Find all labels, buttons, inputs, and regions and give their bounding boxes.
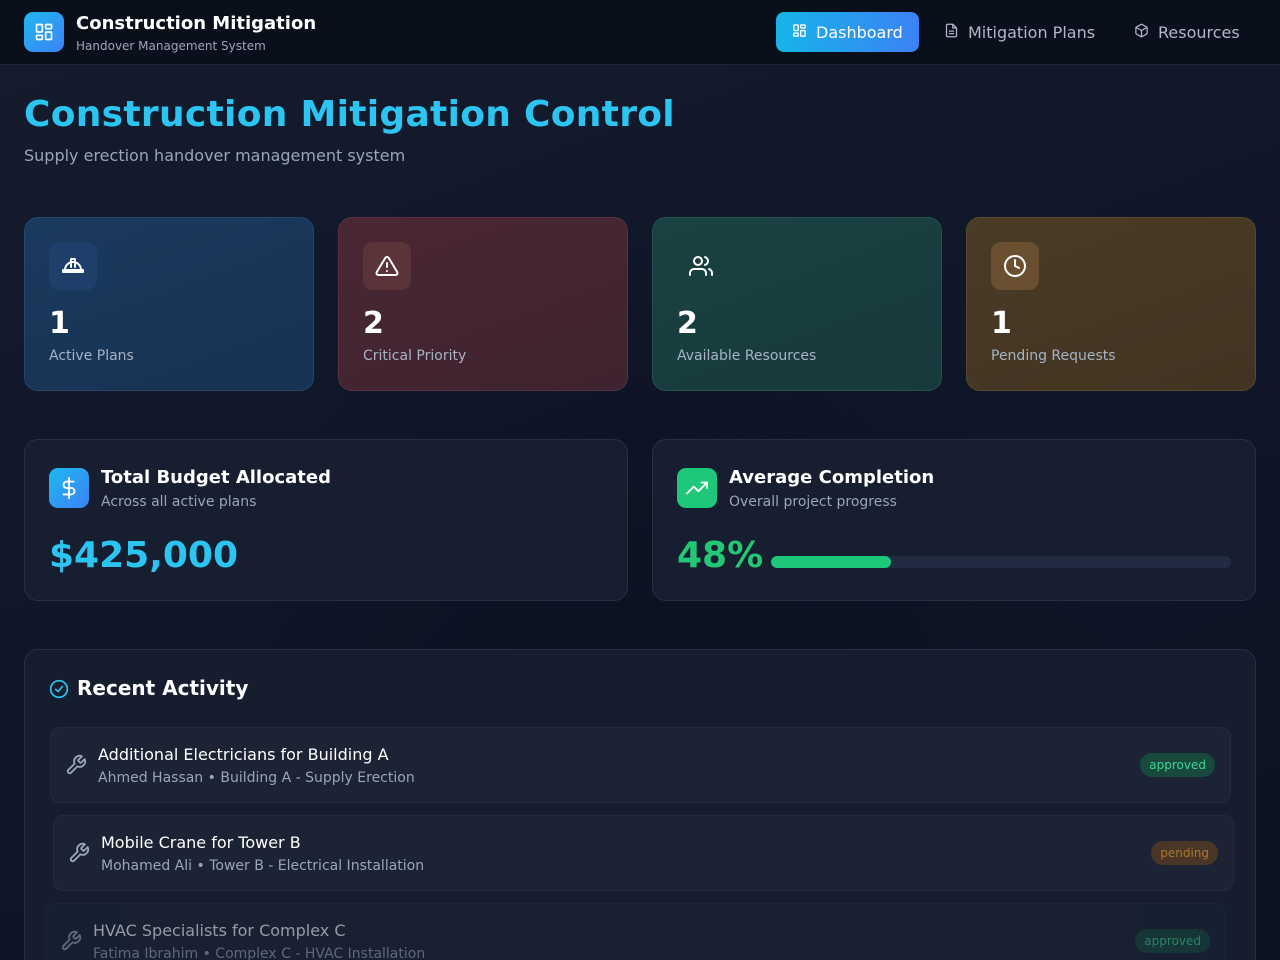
hardhat-icon — [49, 242, 97, 290]
budget-value: $425,000 — [49, 535, 239, 576]
stat-label: Critical Priority — [363, 348, 467, 364]
stat-value: 1 — [49, 306, 70, 341]
recent-activity-panel: Recent Activity Additional Electricians … — [24, 649, 1256, 960]
completion-progress-bar — [771, 556, 1231, 568]
dollar-icon — [49, 468, 89, 508]
activity-item-meta: Ahmed Hassan • Building A - Supply Erect… — [98, 770, 415, 786]
nav-dashboard-button[interactable]: Dashboard — [776, 12, 919, 52]
status-badge: approved — [1140, 753, 1215, 777]
wrench-icon — [61, 930, 82, 951]
completion-card: Average Completion Overall project progr… — [652, 439, 1256, 601]
activity-item-title: Additional Electricians for Building A — [98, 745, 389, 764]
stat-label: Active Plans — [49, 348, 134, 364]
grid-icon — [792, 23, 807, 42]
wrench-icon — [69, 842, 90, 863]
app-subtitle: Handover Management System — [76, 39, 266, 53]
check-circle-icon — [49, 679, 69, 699]
completion-progress-fill — [771, 556, 891, 568]
users-icon — [677, 242, 725, 290]
activity-title: Recent Activity — [77, 676, 249, 700]
activity-item-title: HVAC Specialists for Complex C — [93, 921, 346, 940]
nav-mitigation-plans-button[interactable]: Mitigation Plans — [928, 12, 1111, 52]
status-badge: pending — [1151, 841, 1218, 865]
activity-item[interactable]: HVAC Specialists for Complex C Fatima Ib… — [45, 903, 1226, 960]
completion-subtitle: Overall project progress — [729, 494, 897, 510]
clock-icon — [991, 242, 1039, 290]
nav-dashboard-label: Dashboard — [816, 22, 903, 42]
stat-label: Pending Requests — [991, 348, 1116, 364]
stat-card-available-resources[interactable]: 2 Available Resources — [652, 217, 942, 391]
stat-card-pending-requests[interactable]: 1 Pending Requests — [966, 217, 1256, 391]
wrench-icon — [66, 754, 87, 775]
budget-card: Total Budget Allocated Across all active… — [24, 439, 628, 601]
nav-resources-button[interactable]: Resources — [1118, 12, 1256, 52]
activity-item[interactable]: Mobile Crane for Tower B Mohamed Ali • T… — [53, 815, 1234, 891]
document-icon — [944, 23, 959, 42]
page-subtitle: Supply erection handover management syst… — [24, 146, 406, 165]
budget-title: Total Budget Allocated — [101, 467, 331, 488]
activity-item-title: Mobile Crane for Tower B — [101, 833, 301, 852]
trending-up-icon — [677, 468, 717, 508]
activity-item-meta: Fatima Ibrahim • Complex C - HVAC Instal… — [93, 946, 426, 960]
activity-item[interactable]: Additional Electricians for Building A A… — [50, 727, 1231, 803]
completion-value: 48% — [677, 535, 764, 576]
completion-title: Average Completion — [729, 467, 935, 488]
nav-resources-label: Resources — [1158, 22, 1240, 42]
app-title: Construction Mitigation — [76, 13, 317, 34]
app-logo-icon[interactable] — [24, 12, 64, 52]
page-title: Construction Mitigation Control — [24, 94, 675, 135]
stat-card-active-plans[interactable]: 1 Active Plans — [24, 217, 314, 391]
nav-mitigation-plans-label: Mitigation Plans — [968, 22, 1096, 42]
stat-card-critical-priority[interactable]: 2 Critical Priority — [338, 217, 628, 391]
top-navigation-bar: Construction Mitigation Handover Managem… — [0, 0, 1280, 65]
box-icon — [1134, 23, 1149, 42]
warning-icon — [363, 242, 411, 290]
status-badge: approved — [1135, 929, 1210, 953]
stat-value: 1 — [991, 306, 1012, 341]
stat-value: 2 — [677, 306, 698, 341]
stat-label: Available Resources — [677, 348, 817, 364]
budget-subtitle: Across all active plans — [101, 494, 257, 510]
activity-item-meta: Mohamed Ali • Tower B - Electrical Insta… — [101, 858, 425, 874]
stat-value: 2 — [363, 306, 384, 341]
